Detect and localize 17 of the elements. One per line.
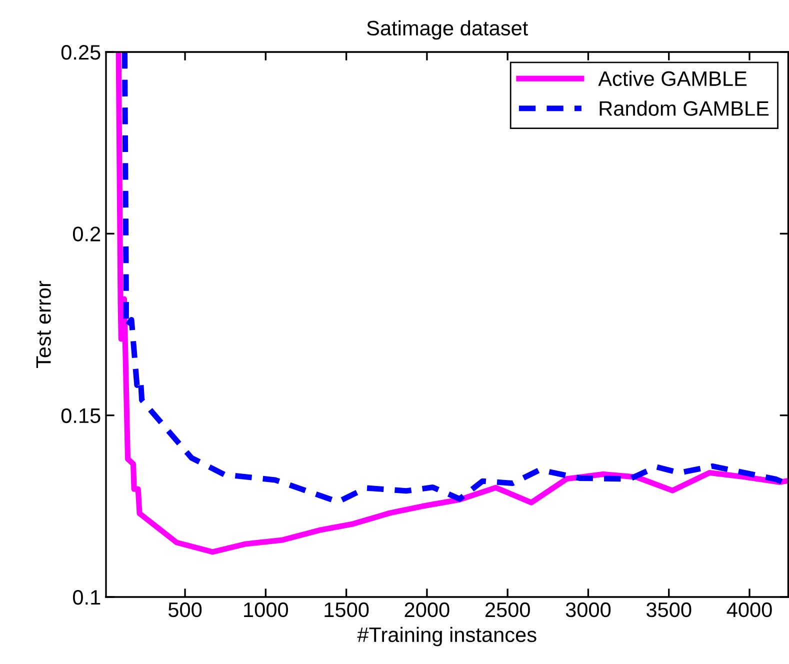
x-tick-label: 2000 <box>404 602 450 618</box>
y-axis-title: Test error <box>36 280 51 368</box>
y-tick-label: 0.25 <box>61 45 100 60</box>
y-tick-label: 0.2 <box>72 226 100 242</box>
x-tick-label: 500 <box>168 602 202 618</box>
x-axis-title: #Training instances <box>357 626 536 646</box>
x-tick-label: 3500 <box>646 602 692 618</box>
y-tick-label: 0.1 <box>72 590 100 605</box>
legend-label: Active GAMBLE <box>598 70 747 86</box>
x-tick-label: 2500 <box>485 602 530 618</box>
y-tick-label: 0.15 <box>61 408 100 424</box>
x-tick-label: 1000 <box>244 602 288 618</box>
x-tick-label: 4000 <box>726 602 772 618</box>
x-tick-label: 3000 <box>566 602 611 618</box>
chart-title: Satimage dataset <box>366 20 528 40</box>
legend-label: Random GAMBLE <box>600 100 769 116</box>
x-tick-label: 1500 <box>324 602 369 618</box>
